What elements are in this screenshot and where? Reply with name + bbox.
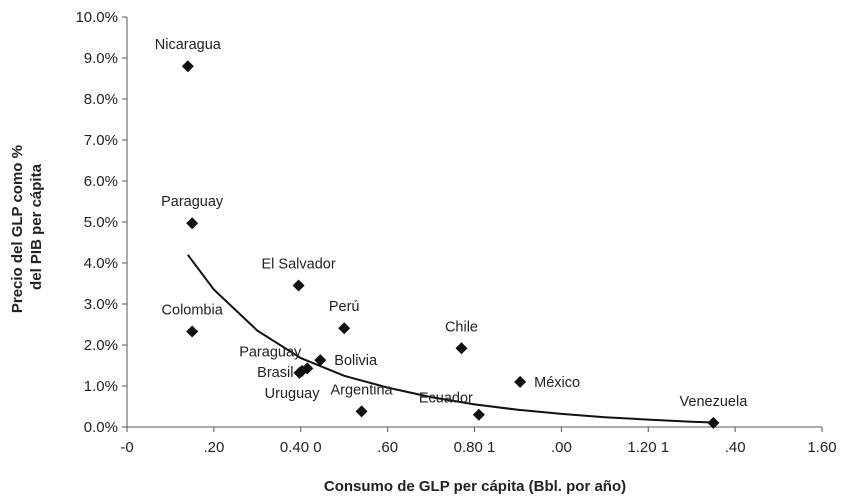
y-tick-label: 1.0% (84, 378, 118, 395)
data-point (355, 405, 368, 418)
data-point-label: Venezuela (680, 394, 749, 410)
y-axis-title-line2: del PIB per cápita (28, 163, 45, 290)
y-tick-label: 3.0% (84, 296, 118, 313)
y-tick-label: 2.0% (84, 337, 118, 354)
data-point-label: Chile (445, 319, 478, 335)
x-tick-label: 1.20 1 (627, 439, 669, 456)
y-axis-title: Precio del GLP como % del PIB per cápita (9, 141, 45, 313)
y-tick-label: 10.0% (75, 9, 118, 26)
x-tick-label: -0 (120, 439, 133, 456)
y-tick-label: 4.0% (84, 255, 118, 272)
data-point-label: Argentina (331, 382, 394, 398)
x-tick-label: .20 (203, 439, 224, 456)
y-tick-label: 7.0% (84, 132, 118, 149)
y-tick-label: 0.0% (84, 419, 118, 436)
axes (126, 17, 822, 428)
x-tick-label: .40 (725, 439, 746, 456)
data-point (338, 322, 351, 335)
x-tick-label: .60 (377, 439, 398, 456)
trendline (187, 254, 714, 424)
data-point-label: El Salvador (262, 257, 336, 273)
x-tick-label: .00 (551, 439, 572, 456)
data-point (296, 364, 309, 377)
data-point-label: Perú (329, 299, 360, 315)
x-tick-label: 1.60 (807, 439, 836, 456)
x-axis-title: Consumo de GLP per cápita (Bbl. por año) (324, 478, 626, 495)
y-tick-label: 5.0% (84, 214, 118, 231)
data-point-label: Paraguay (161, 194, 224, 210)
y-axis-ticks: 0.0% 1.0% 2.0% 3.0% 4.0% 5.0% 6.0% 7.0% 8.0% 9.0%… (75, 9, 127, 436)
x-tick-label: 0.40 0 (280, 439, 322, 456)
data-point (455, 342, 468, 355)
data-point (186, 217, 199, 230)
data-point (186, 325, 199, 338)
y-tick-label: 8.0% (84, 91, 118, 108)
data-point-label: Bolivia (334, 353, 378, 369)
x-tick-label: 0.80 1 (454, 439, 496, 456)
data-point (514, 375, 527, 388)
y-axis-title-line1: Precio del GLP como % (9, 145, 26, 313)
y-tick-label: 6.0% (84, 173, 118, 190)
data-points (181, 60, 720, 429)
data-point-label: Ecuador (419, 391, 473, 407)
data-point (707, 416, 720, 429)
data-point-label: Brasil (257, 365, 293, 381)
data-point-labels: Nicaragua Paraguay Colombia El Salvador Perú… (155, 37, 748, 410)
data-point (181, 60, 194, 73)
data-point-label: Colombia (162, 302, 224, 318)
data-point-label: Uruguay (265, 386, 321, 402)
data-point (472, 408, 485, 421)
data-point-label: Nicaragua (155, 37, 222, 53)
data-point-label: México (534, 375, 580, 391)
y-tick-label: 9.0% (84, 50, 118, 67)
data-point-label: Paraguay (239, 344, 302, 360)
data-point (292, 279, 305, 292)
data-point (314, 354, 327, 367)
x-axis-ticks: -0 .20 0.40 0 .60 0.80 1 .00 1.20 1 .40 1.60 (120, 427, 837, 456)
